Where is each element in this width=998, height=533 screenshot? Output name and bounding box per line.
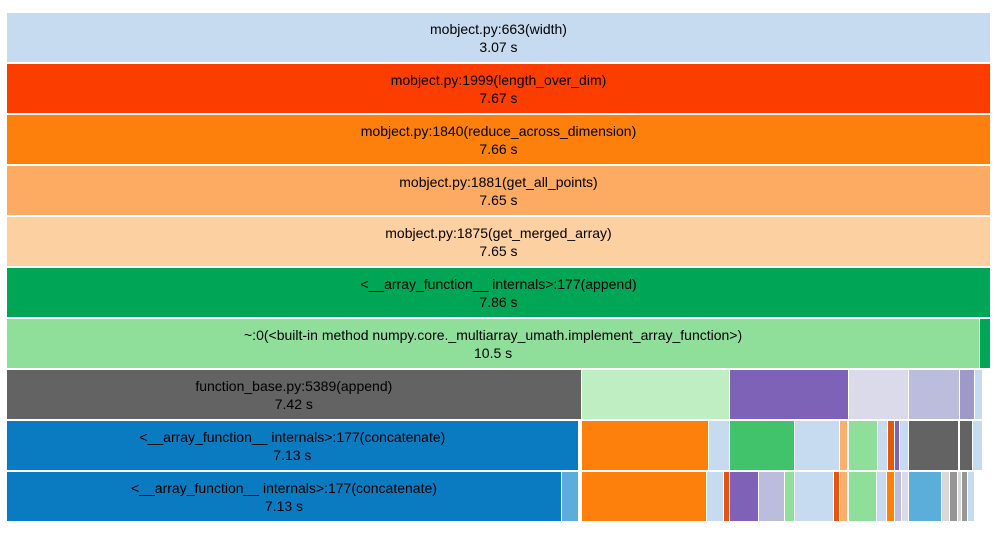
frame-d7-f[interactable]	[975, 370, 983, 419]
frame-d8-e[interactable]	[840, 421, 848, 470]
frame-d8-k[interactable]	[909, 421, 959, 470]
frame-d8-b[interactable]	[708, 421, 730, 470]
frame-d9-f[interactable]	[758, 472, 785, 521]
frame-d9-c[interactable]	[706, 472, 724, 521]
frame-width[interactable]: mobject.py:663(width) 3.07 s	[7, 13, 990, 62]
frame-d9-l[interactable]	[876, 472, 886, 521]
frame-d7-b[interactable]	[730, 370, 849, 419]
frame-d9-m[interactable]	[886, 472, 894, 521]
frame-d8-g[interactable]	[877, 421, 887, 470]
frame-d9-u[interactable]	[968, 472, 975, 521]
frame-time: 7.65 s	[479, 242, 518, 259]
frame-name: <__array_function__ internals>:177(appen…	[360, 275, 637, 292]
frame-implement-tail[interactable]	[980, 319, 990, 368]
frame-name: mobject.py:1999(length_over_dim)	[390, 71, 607, 88]
frame-function-base-append[interactable]: function_base.py:5389(append) 7.42 s	[7, 370, 581, 419]
frame-reduce-across-dimension[interactable]: mobject.py:1840(reduce_across_dimension)…	[7, 115, 990, 164]
frame-d9-a[interactable]	[561, 472, 578, 521]
frame-d9-g[interactable]	[785, 472, 795, 521]
frame-time: 7.65 s	[479, 191, 518, 208]
frame-concatenate-2[interactable]: <__array_function__ internals>:177(conca…	[7, 472, 561, 521]
frame-length-over-dim[interactable]: mobject.py:1999(length_over_dim) 7.67 s	[7, 64, 990, 113]
frame-name: mobject.py:663(width)	[430, 20, 567, 37]
frame-array-function-append[interactable]: <__array_function__ internals>:177(appen…	[7, 268, 990, 317]
frame-time: 7.42 s	[274, 395, 313, 412]
frame-d9-r[interactable]	[949, 472, 957, 521]
frame-d9-b[interactable]	[581, 472, 706, 521]
frame-d8-m[interactable]	[973, 421, 983, 470]
frame-d9-p[interactable]	[909, 472, 941, 521]
frame-time: 7.13 s	[273, 446, 312, 463]
frame-name: ~:0(<built-in method numpy.core._multiar…	[244, 326, 743, 343]
frame-concatenate-1[interactable]: <__array_function__ internals>:177(conca…	[7, 421, 578, 470]
frame-d8-j[interactable]	[900, 421, 909, 470]
frame-get-merged-array[interactable]: mobject.py:1875(get_merged_array) 7.65 s	[7, 217, 990, 266]
frame-d8-i[interactable]	[894, 421, 900, 470]
frame-d9-s[interactable]	[957, 472, 962, 521]
frame-name: function_base.py:5389(append)	[195, 377, 393, 394]
frame-d9-h[interactable]	[795, 472, 833, 521]
frame-d7-e[interactable]	[960, 370, 975, 419]
frame-d8-d[interactable]	[795, 421, 840, 470]
frame-d7-a[interactable]	[581, 370, 730, 419]
frame-get-all-points[interactable]: mobject.py:1881(get_all_points) 7.65 s	[7, 166, 990, 215]
frame-d7-d[interactable]	[909, 370, 960, 419]
frame-name: <__array_function__ internals>:177(conca…	[139, 428, 446, 445]
frame-d9-e[interactable]	[730, 472, 758, 521]
frame-time: 7.66 s	[479, 140, 518, 157]
frame-d9-t[interactable]	[962, 472, 968, 521]
frame-name: mobject.py:1875(get_merged_array)	[385, 224, 612, 241]
frame-time: 10.5 s	[474, 344, 513, 361]
frame-time: 3.07 s	[479, 38, 518, 55]
frame-d8-h[interactable]	[887, 421, 894, 470]
frame-d8-c[interactable]	[730, 421, 795, 470]
frame-d8-f[interactable]	[849, 421, 877, 470]
frame-d8-l[interactable]	[959, 421, 973, 470]
frame-d9-d[interactable]	[724, 472, 730, 521]
frame-d7-c[interactable]	[849, 370, 909, 419]
frame-time: 7.13 s	[264, 497, 304, 514]
frame-d9-q[interactable]	[941, 472, 949, 521]
frame-d9-i[interactable]	[833, 472, 840, 521]
frame-d9-k[interactable]	[849, 472, 876, 521]
frame-time: 7.86 s	[479, 293, 518, 310]
frame-name: <__array_function__ internals>:177(conca…	[131, 479, 437, 496]
frame-implement-array-function[interactable]: ~:0(<built-in method numpy.core._multiar…	[7, 319, 980, 368]
frame-d9-o[interactable]	[902, 472, 909, 521]
frame-d9-j[interactable]	[840, 472, 848, 521]
frame-d9-n[interactable]	[894, 472, 902, 521]
frame-name: mobject.py:1840(reduce_across_dimension)	[360, 122, 637, 139]
frame-d8-a[interactable]	[581, 421, 708, 470]
frame-name: mobject.py:1881(get_all_points)	[399, 173, 598, 190]
frame-time: 7.67 s	[479, 89, 518, 106]
